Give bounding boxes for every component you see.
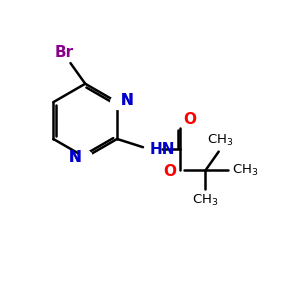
Text: N: N <box>121 93 134 108</box>
Text: O: O <box>163 164 176 179</box>
Text: N: N <box>121 93 134 108</box>
Text: CH$_3$: CH$_3$ <box>207 133 233 148</box>
Text: N: N <box>69 150 81 165</box>
Text: CH$_3$: CH$_3$ <box>232 163 258 178</box>
Text: Br: Br <box>54 45 73 60</box>
Text: CH$_3$: CH$_3$ <box>192 193 219 208</box>
Text: O: O <box>183 112 196 127</box>
Text: HN: HN <box>149 142 175 157</box>
Text: N: N <box>69 150 81 165</box>
